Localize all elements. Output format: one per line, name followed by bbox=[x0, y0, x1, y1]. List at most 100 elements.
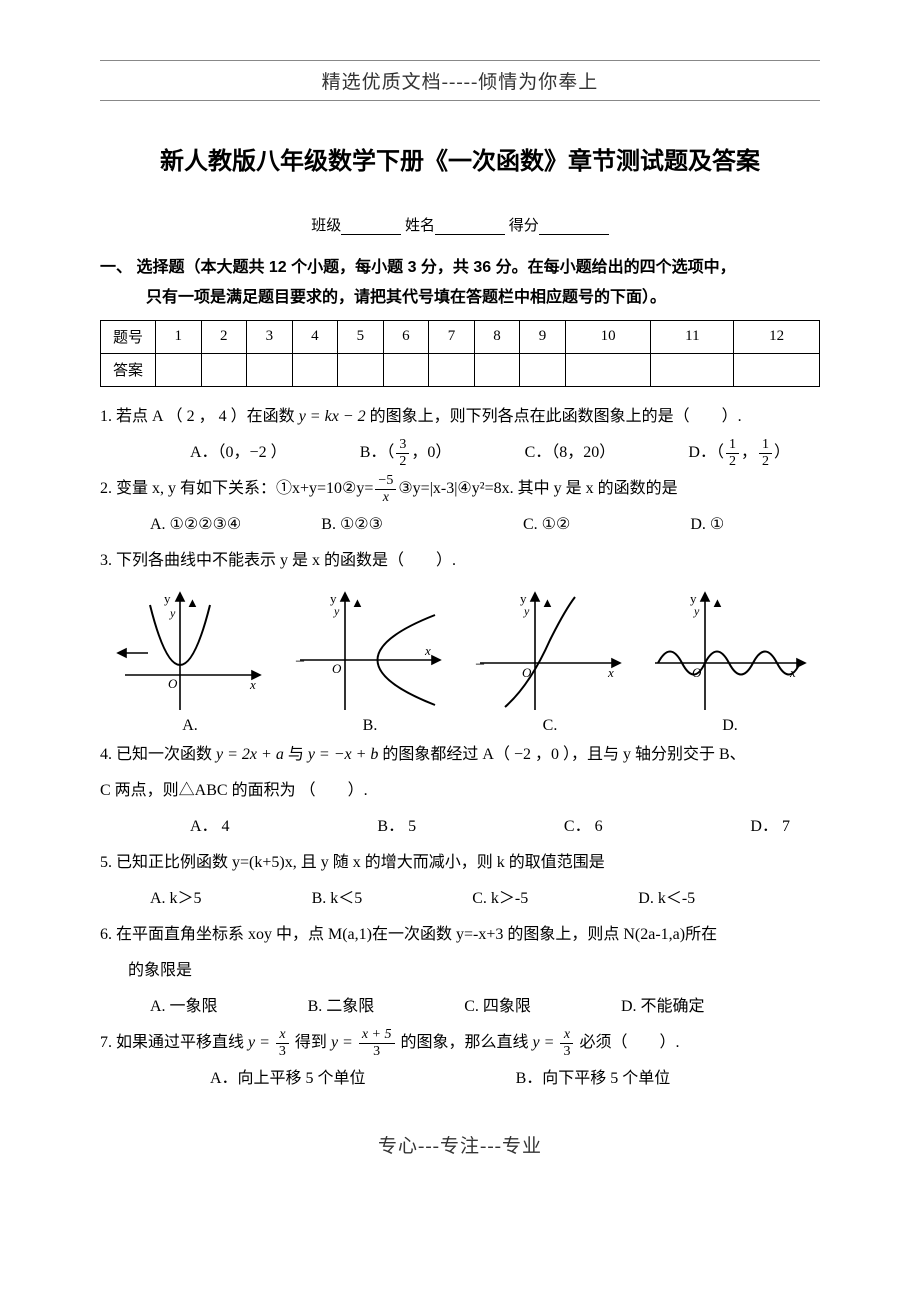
q4-stem: 4. 已知一次函数 y = 2x + a 与 y = −x + b 的图象都经过… bbox=[100, 739, 820, 771]
svg-text:y: y bbox=[164, 591, 171, 606]
footer-text: 专心---专注---专业 bbox=[100, 1131, 820, 1158]
answer-cell bbox=[565, 353, 651, 386]
q1-options: A．（0，−2 ） B．（32，0） C．（8，20） D．（12，12） bbox=[100, 437, 820, 469]
q7-a: 7. 如果通过平移直线 bbox=[100, 1034, 248, 1051]
graph-b: O x y ▲ y – B. bbox=[290, 585, 450, 735]
col-num: 10 bbox=[565, 320, 651, 353]
answer-cell bbox=[247, 353, 293, 386]
col-num: 9 bbox=[520, 320, 566, 353]
frac-icon: 32 bbox=[396, 438, 409, 469]
col-num: 5 bbox=[338, 320, 384, 353]
q6-stem2: 的象限是 bbox=[100, 955, 820, 987]
q7-options: A．向上平移 5 个单位 B．向下平移 5 个单位 bbox=[100, 1063, 820, 1095]
q2-text-b: ③y=|x-3|④y²=8x. 其中 y 是 x 的函数的是 bbox=[398, 480, 677, 497]
q2-options: A. ①②②③④ B. ①②③ C. ①② D. ① bbox=[100, 509, 820, 541]
frac-d: x bbox=[375, 490, 396, 505]
col-num: 11 bbox=[651, 320, 734, 353]
q6-opt-b: B. 二象限 bbox=[308, 991, 375, 1023]
answer-cell bbox=[156, 353, 202, 386]
svg-text:O: O bbox=[522, 665, 532, 680]
svg-text:O: O bbox=[168, 676, 178, 691]
section-1-line1: 一、 选择题（本大题共 12 个小题，每小题 3 分，共 36 分。在每小题给出… bbox=[100, 259, 736, 276]
svg-text:▲: ▲ bbox=[541, 595, 554, 610]
q7-stem: 7. 如果通过平移直线 y = x3 得到 y = x + 53 的图象，那么直… bbox=[100, 1027, 820, 1059]
col-num: 3 bbox=[247, 320, 293, 353]
svg-text:O: O bbox=[332, 661, 342, 676]
svg-text:y: y bbox=[333, 604, 340, 618]
svg-text:▲: ▲ bbox=[186, 595, 199, 610]
q1-d-post: ） bbox=[774, 444, 790, 461]
frac-n: x + 5 bbox=[359, 1028, 395, 1044]
q4-opt-d: D． 7 bbox=[750, 811, 790, 843]
q4-a: 4. 已知一次函数 bbox=[100, 746, 216, 763]
q5-opt-c: C. k＞-5 bbox=[472, 883, 528, 915]
section-1-line2: 只有一项是满足题目要求的，请把其代号填在答题栏中相应题号的下面）。 bbox=[100, 283, 666, 313]
svg-text:▲: ▲ bbox=[351, 595, 364, 610]
name-label: 姓名 bbox=[405, 218, 435, 234]
q1-opt-b: B．（32，0） bbox=[360, 437, 452, 469]
graph-a-svg: O x y ▲ y bbox=[110, 585, 270, 715]
frac-d: 2 bbox=[396, 454, 409, 469]
answer-cell bbox=[338, 353, 384, 386]
answer-cell bbox=[292, 353, 338, 386]
frac-d: 2 bbox=[759, 454, 772, 469]
col-num: 4 bbox=[292, 320, 338, 353]
svg-text:y: y bbox=[169, 606, 176, 620]
q1-b-mid: ，0） bbox=[411, 444, 451, 461]
score-blank bbox=[539, 220, 609, 235]
q7-m1: 得到 bbox=[291, 1034, 331, 1051]
q7-opt-b: B．向下平移 5 个单位 bbox=[516, 1063, 671, 1095]
svg-text:▲: ▲ bbox=[711, 595, 724, 610]
graph-b-svg: O x y ▲ y – bbox=[290, 585, 450, 715]
q4-opt-a: A． 4 bbox=[190, 811, 230, 843]
frac-n: −5 bbox=[375, 474, 396, 490]
q1-eq: y = kx − 2 bbox=[299, 408, 366, 425]
table-row: 题号 1 2 3 4 5 6 7 8 9 10 11 12 bbox=[101, 320, 820, 353]
frac-icon: x3 bbox=[276, 1028, 289, 1059]
svg-text:O: O bbox=[692, 665, 702, 680]
answer-table: 题号 1 2 3 4 5 6 7 8 9 10 11 12 答案 bbox=[100, 320, 820, 387]
graph-a: O x y ▲ y A. bbox=[110, 585, 270, 735]
q4-eq1: y = 2x + a bbox=[216, 746, 284, 763]
q1-b-pre: B．（ bbox=[360, 444, 395, 461]
q6-stem1: 6. 在平面直角坐标系 xoy 中，点 M(a,1)在一次函数 y=-x+3 的… bbox=[100, 919, 820, 951]
q2-text-a: 2. 变量 x, y 有如下关系：①x+y=10②y= bbox=[100, 480, 373, 497]
q5-opt-a: A. k＞5 bbox=[150, 883, 202, 915]
class-label: 班级 bbox=[311, 218, 341, 234]
document-page: 精选优质文档-----倾情为你奉上 新人教版八年级数学下册《一次函数》章节测试题… bbox=[0, 0, 920, 1198]
q1-stem: 1. 若点 A （ 2 ， 4 ）在函数 y = kx − 2 的图象上，则下列… bbox=[100, 401, 820, 433]
svg-text:y: y bbox=[523, 604, 530, 618]
frac-icon: x3 bbox=[560, 1028, 573, 1059]
answer-cell bbox=[201, 353, 247, 386]
row2-head: 答案 bbox=[101, 353, 156, 386]
q4-stem2: C 两点，则△ABC 的面积为 （ ）. bbox=[100, 775, 820, 807]
q2-opt-a: A. ①②②③④ bbox=[150, 509, 241, 541]
score-label: 得分 bbox=[509, 218, 539, 234]
frac-d: 2 bbox=[726, 454, 739, 469]
q2-opt-d: D. ① bbox=[690, 509, 724, 541]
frac-n: x bbox=[560, 1028, 573, 1044]
graph-d-label: D. bbox=[650, 717, 810, 735]
q4-options: A． 4 B． 5 C． 6 D． 7 bbox=[100, 811, 820, 843]
frac-icon: 12 bbox=[759, 438, 772, 469]
graph-b-label: B. bbox=[290, 717, 450, 735]
svg-text:x: x bbox=[607, 665, 614, 680]
frac-d: 3 bbox=[560, 1044, 573, 1059]
q7-opt-a: A．向上平移 5 个单位 bbox=[210, 1063, 366, 1095]
top-rule bbox=[100, 60, 820, 61]
answer-cell bbox=[383, 353, 429, 386]
answer-cell bbox=[474, 353, 520, 386]
q6-opt-c: C. 四象限 bbox=[464, 991, 531, 1023]
section-1-head: 一、 选择题（本大题共 12 个小题，每小题 3 分，共 36 分。在每小题给出… bbox=[100, 253, 820, 314]
graph-d: O x y ▲ y D. bbox=[650, 585, 810, 735]
q1-opt-d: D．（12，12） bbox=[688, 437, 790, 469]
graph-c: O x y ▲ y – C. bbox=[470, 585, 630, 735]
frac-n: 3 bbox=[396, 438, 409, 454]
graph-a-label: A. bbox=[110, 717, 270, 735]
q7-y1: y = bbox=[248, 1034, 270, 1051]
col-num: 1 bbox=[156, 320, 202, 353]
answer-cell bbox=[651, 353, 734, 386]
q5-opt-d: D. k＜-5 bbox=[638, 883, 695, 915]
q1-opt-a: A．（0，−2 ） bbox=[190, 437, 287, 469]
answer-cell bbox=[429, 353, 475, 386]
